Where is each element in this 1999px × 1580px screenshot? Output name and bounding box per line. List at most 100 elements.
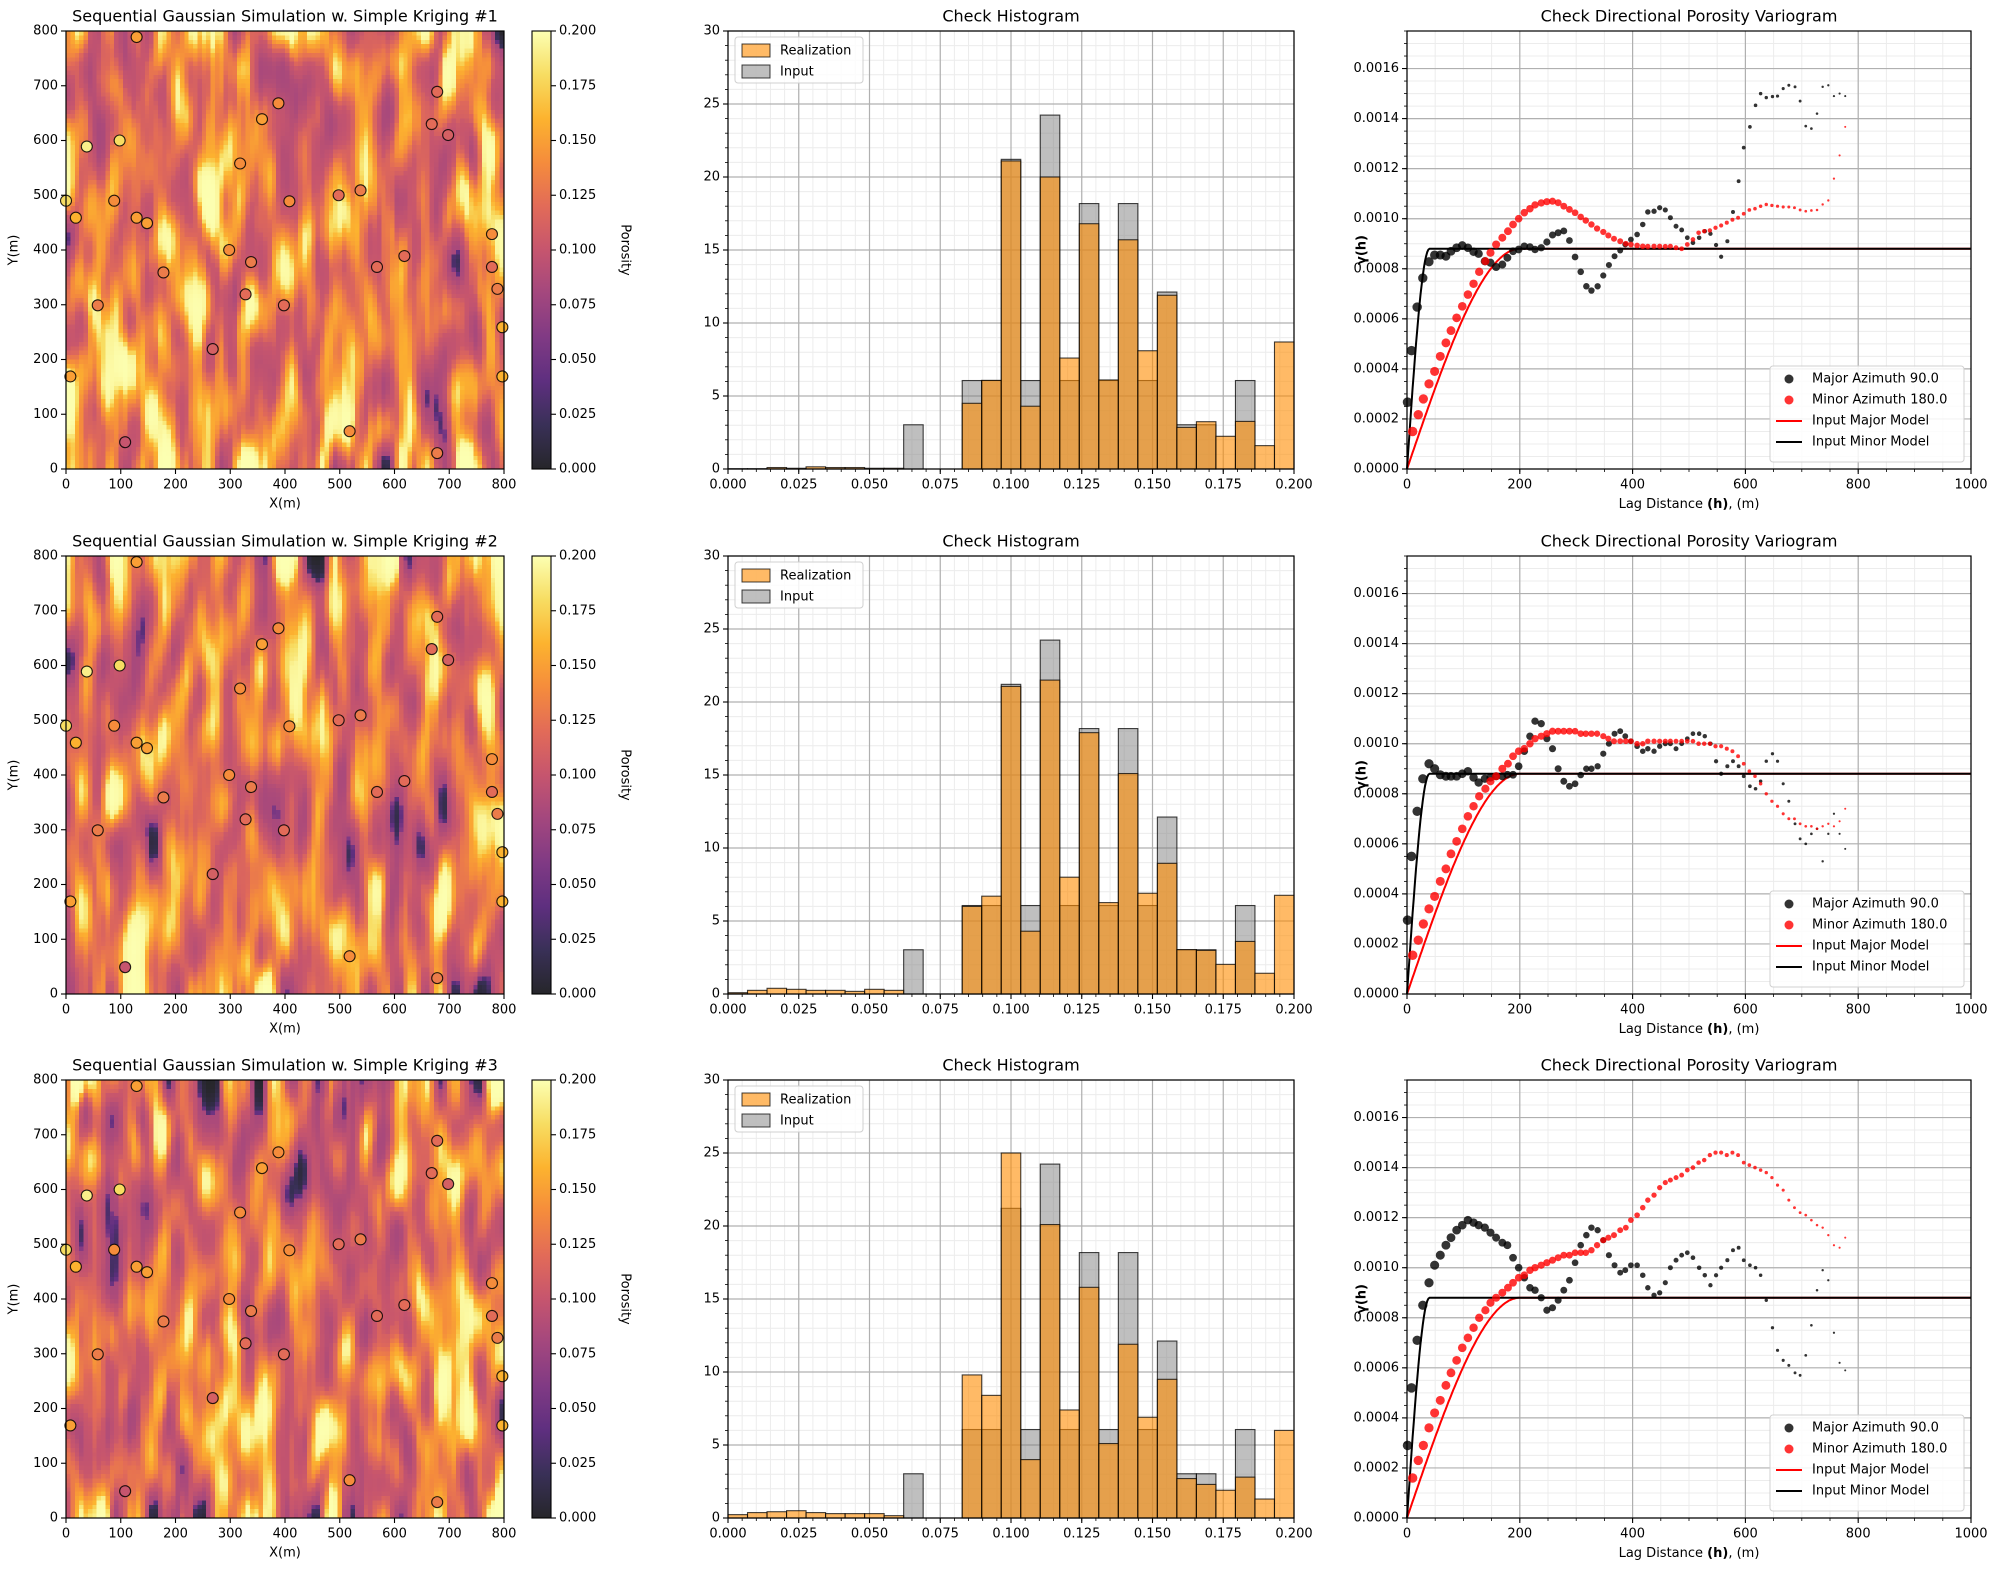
legend-swatch: [741, 568, 771, 583]
realization-bar: [1156, 1378, 1178, 1519]
major-variogram-point: [1770, 752, 1775, 756]
minor-variogram-point: [1690, 1165, 1696, 1170]
major-variogram-point: [1418, 774, 1428, 784]
y-tick-label: 800: [33, 1073, 58, 1088]
minor-variogram-point: [1747, 208, 1752, 212]
well-data-point: [64, 1419, 77, 1432]
x-tick-label: 200: [163, 478, 188, 493]
well-data-point: [206, 1392, 219, 1405]
y-tick-label: 0.0010: [1354, 211, 1400, 226]
well-data-point: [157, 791, 170, 804]
minor-variogram-point: [1701, 1157, 1707, 1163]
legend-label: Realization: [780, 1093, 851, 1108]
legend-label: Input Major Model: [1812, 414, 1929, 429]
major-variogram-point: [1741, 774, 1746, 779]
minor-variogram-point: [1588, 221, 1595, 228]
y-tick-label: 0.0008: [1354, 261, 1400, 276]
well-data-point: [69, 211, 82, 224]
minor-variogram-point: [1753, 206, 1757, 211]
legend-marker: [1784, 1444, 1794, 1454]
major-variogram-point: [1441, 1240, 1451, 1250]
major-variogram-point: [1446, 1233, 1456, 1243]
major-variogram-point: [1605, 261, 1612, 269]
minor-variogram-point: [1498, 764, 1507, 773]
realization-bar: [1078, 732, 1100, 995]
x-tick-label: 0.125: [1063, 478, 1100, 493]
major-variogram-point: [1651, 208, 1657, 214]
minor-variogram-point: [1600, 1237, 1607, 1244]
major-variogram-point: [1537, 1294, 1545, 1302]
major-variogram-point: [1781, 87, 1785, 91]
x-tick-label: 500: [327, 478, 352, 493]
minor-variogram-point: [1531, 735, 1539, 743]
colorbar-tick-label: 0.075: [559, 297, 596, 312]
colorbar-label: Porosity: [618, 749, 633, 801]
major-variogram-point: [1731, 209, 1735, 214]
minor-variogram-point: [1634, 242, 1640, 249]
major-variogram-point: [1531, 1286, 1539, 1294]
minor-variogram-point: [1645, 1197, 1651, 1203]
major-variogram-point: [1509, 770, 1517, 779]
x-tick-label: 400: [1620, 478, 1645, 493]
legend-swatch: [741, 1092, 771, 1107]
major-variogram-point: [1787, 799, 1791, 803]
major-variogram-point: [1810, 832, 1813, 836]
legend-label: Input Minor Model: [1812, 1484, 1929, 1499]
minor-variogram-point: [1600, 733, 1607, 740]
minor-variogram-point: [1577, 730, 1585, 738]
realization-bar: [1137, 892, 1158, 995]
major-variogram-point: [1804, 1353, 1808, 1357]
minor-variogram-point: [1662, 738, 1668, 744]
minor-variogram-point: [1560, 1251, 1568, 1259]
major-variogram-point: [1713, 242, 1719, 248]
x-tick-label: 0.175: [1205, 478, 1242, 493]
minor-variogram-point: [1554, 1254, 1562, 1262]
major-variogram-point: [1594, 763, 1601, 770]
realization-bar: [1273, 1429, 1295, 1519]
minor-variogram-point: [1582, 217, 1590, 224]
minor-variogram-point: [1560, 727, 1568, 735]
input-bar: [903, 1473, 924, 1519]
major-variogram-point: [1832, 94, 1836, 98]
major-variogram-point: [1815, 112, 1819, 115]
x-tick-label: 0.125: [1063, 1527, 1100, 1542]
y-tick-label: 0.0016: [1354, 61, 1400, 76]
minor-variogram-point: [1667, 243, 1673, 249]
legend-label: Input Major Model: [1812, 939, 1929, 954]
realization-bar: [1020, 1459, 1041, 1519]
minor-variogram-point: [1758, 782, 1763, 786]
x-tick-label: 700: [437, 478, 462, 493]
well-data-point: [431, 610, 444, 623]
major-variogram-point: [1611, 1262, 1618, 1269]
realization-bar: [1098, 379, 1119, 470]
well-data-point: [491, 1331, 504, 1344]
minor-variogram-point: [1798, 208, 1802, 212]
well-data-point: [113, 659, 126, 672]
heatmap-panel-3: 0 100 200 300 400 500 600 700 800 0 100 200 300 400 50…: [7, 1056, 633, 1561]
x-tick-label: 100: [108, 1003, 133, 1018]
major-variogram-point: [1554, 765, 1562, 773]
well-data-point: [442, 128, 455, 142]
legend-label: Input: [780, 590, 814, 605]
y-tick-label: 0.0012: [1354, 1210, 1400, 1225]
minor-variogram-point: [1684, 242, 1690, 247]
well-data-point: [64, 370, 77, 383]
major-variogram-point: [1639, 221, 1646, 228]
realization-bar: [1254, 445, 1276, 470]
minor-variogram-point: [1498, 1288, 1507, 1297]
well-data-point: [272, 622, 285, 635]
major-variogram-point: [1696, 235, 1702, 241]
colorbar-tick-label: 0.000: [559, 987, 596, 1002]
y-tick-label: 0.0010: [1354, 1260, 1400, 1275]
colorbar-tick-label: 0.000: [559, 1511, 596, 1526]
colorbar-tick-label: 0.100: [559, 1292, 596, 1307]
x-tick-label: 700: [437, 1003, 462, 1018]
legend-label: Input Minor Model: [1812, 435, 1929, 450]
minor-variogram-point: [1770, 799, 1774, 803]
well-data-point: [255, 113, 269, 126]
minor-variogram-point: [1469, 1323, 1478, 1333]
minor-variogram-point: [1815, 208, 1819, 212]
y-tick-label: 100: [33, 1456, 58, 1471]
minor-variogram-point: [1770, 203, 1774, 208]
minor-variogram-point: [1804, 1213, 1808, 1217]
